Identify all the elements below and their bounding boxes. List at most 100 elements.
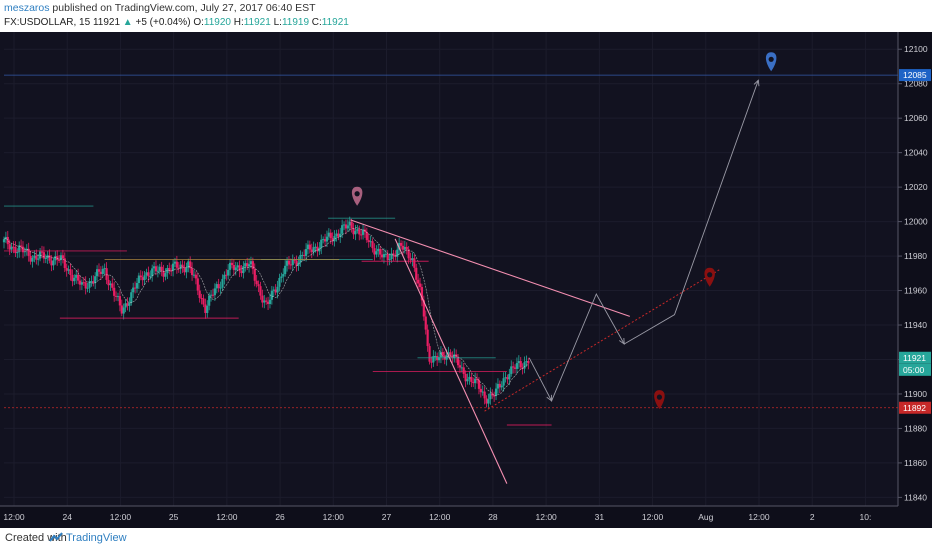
steep-trendline[interactable]	[394, 238, 508, 484]
price-change: +5 (+0.04%)	[135, 17, 191, 28]
candle	[287, 260, 291, 265]
candle	[19, 245, 23, 247]
candle	[213, 288, 216, 296]
candle	[217, 284, 220, 289]
candle	[365, 231, 368, 241]
y-tick-label: 12060	[904, 113, 928, 123]
price-chart[interactable]: 1184011860118801190011920119401196011980…	[0, 32, 932, 528]
candle	[73, 277, 76, 282]
candle	[318, 248, 321, 252]
footer: Created with TradingView	[0, 528, 932, 550]
price-badge-label: 12085	[903, 70, 927, 80]
candle	[270, 290, 273, 300]
candle	[371, 241, 374, 249]
candle	[320, 239, 323, 249]
candle	[284, 265, 287, 275]
candle	[99, 271, 102, 274]
candle	[494, 388, 498, 396]
candle	[508, 373, 511, 380]
open-label: O:	[193, 17, 204, 28]
candle	[234, 267, 237, 271]
candle	[69, 269, 72, 275]
candle	[52, 260, 55, 266]
candle	[323, 239, 327, 242]
candle	[451, 356, 454, 359]
candle	[329, 232, 332, 238]
candle	[223, 274, 226, 279]
descending-trendline[interactable]	[350, 219, 630, 317]
candle	[498, 383, 501, 388]
candle	[466, 379, 469, 382]
candle	[149, 276, 152, 278]
candle	[512, 366, 515, 368]
candle	[76, 274, 80, 281]
time-axis[interactable]	[0, 506, 898, 528]
candle	[137, 275, 140, 284]
price-badge	[899, 69, 931, 82]
x-tick-label: 31	[595, 512, 605, 522]
chart-background	[0, 32, 932, 528]
candle	[312, 247, 315, 253]
candle	[82, 282, 85, 284]
candle	[221, 278, 224, 288]
candle	[265, 300, 268, 302]
candle	[122, 307, 125, 314]
forecast-path[interactable]	[528, 80, 759, 402]
candle	[132, 287, 135, 293]
candle	[111, 283, 114, 288]
candle	[407, 249, 410, 259]
candle	[289, 264, 292, 266]
candle	[219, 287, 222, 289]
rising-support-trendline[interactable]	[484, 269, 720, 412]
candle	[107, 279, 110, 286]
price-axis[interactable]	[898, 32, 932, 528]
candle	[342, 224, 346, 226]
candle	[114, 295, 118, 297]
candle	[183, 267, 186, 273]
candle	[240, 271, 243, 274]
candle	[386, 253, 389, 260]
candle	[116, 296, 120, 298]
candle	[502, 378, 505, 386]
author-link[interactable]: meszaros	[4, 2, 50, 14]
candle	[194, 274, 197, 279]
candle	[67, 269, 70, 271]
candle	[396, 249, 399, 257]
candle	[303, 254, 306, 256]
candle	[487, 399, 490, 404]
candle	[128, 302, 131, 306]
candle	[449, 352, 452, 357]
candle	[314, 246, 317, 248]
symbol-info-line: FX:USDOLLAR, 15 11921 ▲ +5 (+0.04%) O:11…	[4, 17, 349, 28]
candle	[181, 264, 184, 268]
candle	[185, 267, 188, 273]
candle	[171, 263, 175, 271]
candle	[428, 346, 431, 362]
candle	[341, 225, 344, 234]
candle	[403, 246, 406, 250]
y-tick-label: 12100	[904, 44, 928, 54]
candle	[209, 294, 213, 296]
candle	[259, 286, 262, 296]
candle	[335, 233, 338, 236]
candle	[206, 305, 209, 313]
candle	[439, 351, 443, 358]
x-tick-label: 12:00	[3, 512, 25, 522]
price-badge	[899, 351, 931, 364]
candle	[44, 258, 47, 260]
candle	[470, 376, 473, 382]
publish-info: meszaros published on TradingView.com, J…	[4, 2, 316, 14]
symbol-label[interactable]: FX:USDOLLAR, 15	[4, 17, 91, 28]
candle	[308, 244, 311, 250]
candle	[295, 260, 298, 266]
candle	[327, 232, 330, 237]
candle	[130, 292, 133, 303]
price-badge	[899, 363, 931, 376]
candle	[272, 289, 275, 291]
x-tick-label: 12:00	[110, 512, 132, 522]
candle	[379, 248, 382, 255]
candle	[472, 381, 475, 384]
tradingview-brand[interactable]: TradingView	[66, 532, 127, 544]
x-tick-label: 2	[810, 512, 815, 522]
candle	[306, 244, 310, 250]
